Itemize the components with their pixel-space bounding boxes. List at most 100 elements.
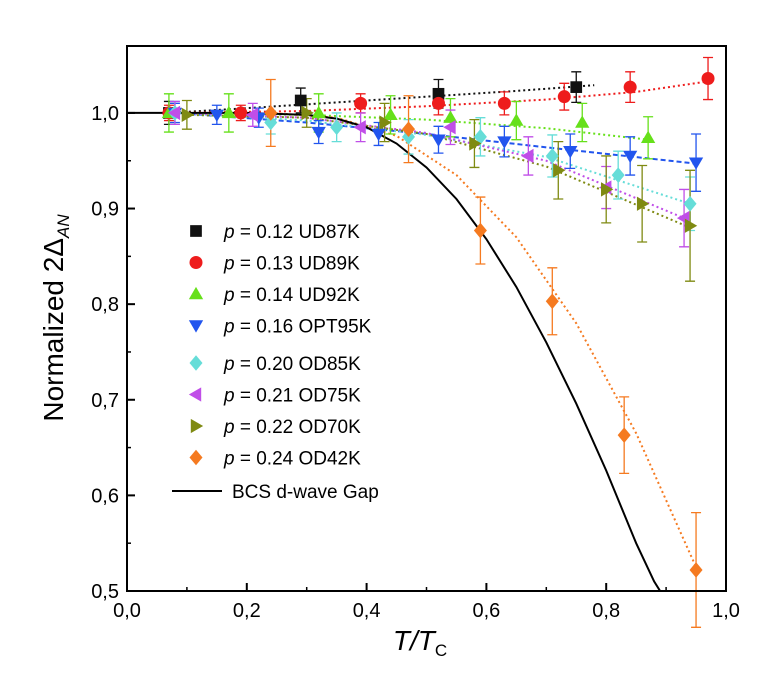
- x-tick-label-3: 0,6: [472, 600, 500, 622]
- data-point-s3-p4: [383, 107, 398, 121]
- x-axis-title: T/TC: [393, 625, 447, 660]
- data-point-s1-p2: [294, 94, 307, 107]
- legend-marker-5: [189, 355, 203, 371]
- data-point-s7-p3: [379, 115, 392, 130]
- data-point-s6-p3: [353, 120, 366, 135]
- x-axis-title-sub: C: [435, 641, 447, 660]
- legend-p-symbol: p: [223, 254, 235, 275]
- data-point-s2-p7: [623, 80, 637, 94]
- data-point-s1-p4: [570, 81, 583, 93]
- data-point-s5-p3: [330, 119, 344, 136]
- x-tick-label-4: 0,8: [592, 600, 620, 622]
- x-tick-label-1: 0,2: [233, 600, 261, 622]
- legend-marker-6: [188, 387, 202, 402]
- legend-series-name: = 0.12 UD87K: [235, 222, 360, 243]
- data-point-s4-p4: [311, 126, 326, 140]
- data-point-s7-p8: [684, 218, 698, 233]
- data-point-s3-p3: [311, 105, 326, 119]
- legend-label-1: p = 0.12 UD87K: [223, 222, 360, 243]
- y-tick-label-5: 1,0: [91, 103, 119, 125]
- y-axis-title-main: Normalized 2Δ: [38, 238, 69, 422]
- data-point-s7-p5: [553, 163, 566, 178]
- data-markers: [161, 72, 715, 578]
- data-point-s2-p2: [234, 106, 248, 120]
- legend-series-name: = 0.13 UD89K: [235, 254, 360, 275]
- legend-marker-8: [189, 449, 203, 466]
- data-point-s7-p7: [636, 196, 650, 211]
- data-point-s3-p6: [509, 113, 524, 126]
- data-point-s5-p2: [264, 114, 278, 131]
- legend-series-name: = 0.14 UD92K: [235, 285, 360, 306]
- legend-p-symbol: p: [223, 386, 235, 407]
- legend-p-symbol: p: [223, 222, 235, 243]
- data-point-s2-p6: [557, 90, 571, 104]
- legend-p-symbol: p: [223, 285, 235, 306]
- data-point-s6-p4: [443, 120, 456, 135]
- data-point-s8-p4: [545, 293, 559, 310]
- y-tick-label-4: 0,9: [91, 199, 119, 221]
- y-axis-title: Normalized 2ΔAN: [38, 214, 73, 422]
- data-point-s4-p6: [431, 134, 446, 147]
- legend-bcs-label: BCS d-wave Gap: [232, 482, 379, 503]
- legend-label-3: p = 0.14 UD92K: [223, 285, 360, 306]
- legend-p-symbol: p: [223, 354, 235, 375]
- data-point-s8-p6: [689, 562, 703, 578]
- x-tick-label-2: 0,4: [353, 600, 381, 622]
- data-point-s5-p7: [611, 167, 625, 183]
- data-point-s2-p4: [431, 96, 445, 110]
- data-point-s3-p7: [575, 115, 590, 128]
- data-point-s6-p5: [521, 148, 534, 164]
- data-point-s5-p8: [683, 195, 697, 212]
- x-axis-title-main: T/T: [393, 625, 437, 656]
- y-tick-label-2: 0,7: [91, 390, 119, 412]
- legend-p-symbol: p: [223, 417, 235, 438]
- data-point-s4-p7: [497, 136, 512, 149]
- data-point-s6-p1: [167, 105, 181, 121]
- legend-p-symbol: p: [223, 317, 235, 338]
- data-point-s4-p8: [563, 145, 578, 159]
- legend-marker-2: [189, 256, 203, 269]
- y-axis-title-sub: AN: [54, 214, 73, 239]
- legend-label-6: p = 0.21 OD75K: [223, 386, 361, 407]
- data-point-s3-p2: [221, 105, 236, 119]
- data-point-s8-p5: [617, 427, 631, 443]
- data-point-s2-p5: [497, 96, 511, 110]
- data-point-s2-p3: [354, 96, 368, 110]
- data-point-s8-p3: [473, 222, 487, 239]
- data-point-s5-p5: [473, 129, 487, 145]
- data-point-s8-p1: [264, 105, 278, 121]
- data-point-s7-p6: [601, 182, 614, 197]
- data-point-s7-p1: [181, 107, 195, 122]
- legend-series-name: = 0.21 OD75K: [235, 386, 362, 407]
- legend-series-name: = 0.20 OD85K: [235, 354, 362, 375]
- legend-marker-7: [190, 418, 204, 434]
- legend-p-symbol: p: [223, 449, 235, 470]
- data-point-s7-p4: [469, 136, 482, 151]
- data-point-s4-p10: [688, 157, 704, 170]
- data-point-s4-p5: [371, 128, 386, 142]
- fit-line-6: [174, 111, 685, 220]
- y-tick-label-3: 0,8: [91, 294, 119, 316]
- bcs-curve-group: [127, 111, 662, 591]
- data-point-s4-p9: [623, 150, 638, 164]
- legend-series-name: = 0.24 OD42K: [235, 449, 362, 470]
- data-point-s8-p2: [402, 121, 416, 137]
- legend-marker-3: [188, 286, 204, 300]
- legend-label-8: p = 0.24 OD42K: [223, 449, 361, 470]
- data-point-s1-p3: [432, 87, 445, 100]
- legend-series-name: = 0.22 OD70K: [235, 417, 362, 438]
- y-tick-label-1: 0,6: [91, 485, 119, 507]
- data-point-s7-p2: [301, 105, 314, 121]
- legend-label-5: p = 0.20 OD85K: [223, 354, 361, 375]
- bcs-d-wave-curve: [127, 111, 662, 591]
- data-point-s5-p6: [545, 148, 559, 164]
- data-point-s3-p8: [640, 130, 656, 143]
- legend-marker-4: [188, 320, 204, 333]
- fit-line-1: [168, 84, 595, 114]
- fit-line-7: [186, 113, 691, 229]
- data-point-s2-p8: [701, 72, 715, 86]
- y-tick-label-0: 0,5: [91, 581, 119, 603]
- x-tick-label-5: 1,0: [712, 600, 740, 622]
